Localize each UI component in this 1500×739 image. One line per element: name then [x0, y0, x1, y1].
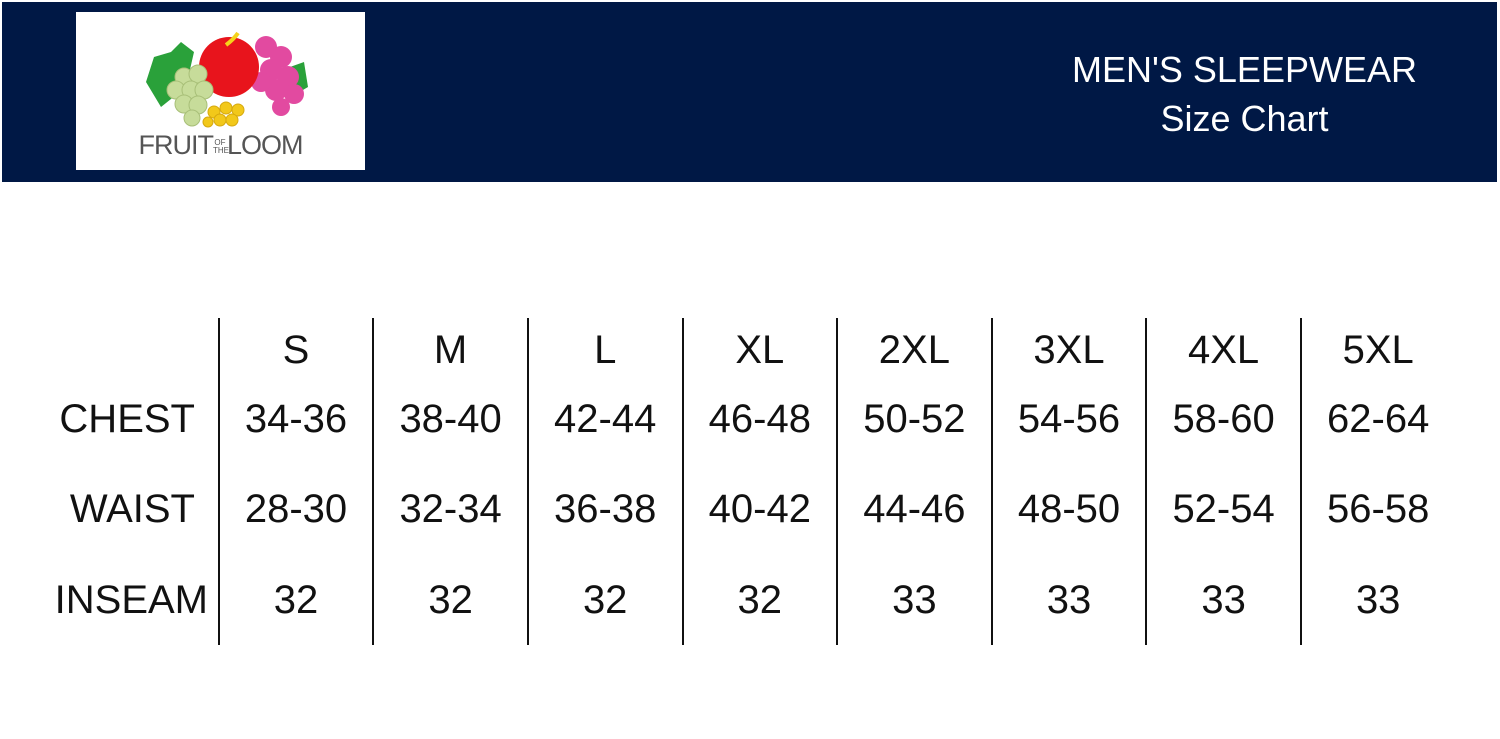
column-divider [682, 318, 684, 645]
size-header: 3XL [1033, 328, 1105, 372]
table-cell: 54-56 [1017, 397, 1121, 441]
table-cell: 32 [582, 578, 628, 622]
table-cell: 33 [892, 578, 937, 622]
size-header: 2XL [878, 328, 950, 372]
table-cell: 33 [1355, 578, 1401, 622]
table-cell: 46-48 [708, 397, 811, 441]
table-cell: 58-60 [1172, 397, 1275, 441]
row-label: CHEST [59, 397, 195, 441]
table-cell: 40-42 [708, 487, 811, 531]
table-cell: 33 [1046, 578, 1092, 622]
column-divider [527, 318, 529, 645]
page-title: MEN'S SLEEPWEAR [1072, 49, 1417, 90]
column-divider [218, 318, 220, 645]
table-cell: 50-52 [863, 397, 966, 441]
brand-wordmark: FRUITOF THELOOM [138, 130, 304, 160]
column-divider [372, 318, 374, 645]
page-subtitle: Size Chart [1160, 98, 1329, 139]
size-header: XL [735, 328, 785, 372]
row-label: WAIST [69, 487, 195, 531]
table-cell: 38-40 [399, 397, 502, 441]
column-divider [1145, 318, 1147, 645]
table-cell: 44-46 [863, 487, 966, 531]
fruit-logo-icon [146, 31, 308, 128]
table-cell: 48-50 [1017, 487, 1121, 531]
table-cell: 32 [428, 578, 473, 622]
row-label: INSEAM [54, 578, 208, 622]
table-cell: 32 [273, 578, 319, 622]
table-cell: 28-30 [244, 487, 348, 531]
header-banner: FRUITOF THELOOM MEN'S SLEEPWEAR Size Char… [2, 2, 1497, 182]
column-divider [836, 318, 838, 645]
table-cell: 34-36 [244, 397, 348, 441]
size-header: 4XL [1188, 328, 1260, 372]
table-cell: 33 [1201, 578, 1246, 622]
size-header: L [594, 328, 617, 372]
table-cell: 56-58 [1327, 487, 1430, 531]
brand-logo: FRUITOF THELOOM [76, 12, 365, 170]
table-cell: 32 [737, 578, 783, 622]
column-divider [991, 318, 993, 645]
size-header: 5XL [1342, 328, 1414, 372]
table-cell: 52-54 [1172, 487, 1275, 531]
size-header: S [282, 328, 310, 372]
table-cell: 42-44 [554, 397, 657, 441]
table-cell: 36-38 [554, 487, 657, 531]
table-cell: 32-34 [399, 487, 502, 531]
column-divider [1300, 318, 1302, 645]
size-header: M [433, 328, 468, 372]
table-cell: 62-64 [1327, 397, 1430, 441]
